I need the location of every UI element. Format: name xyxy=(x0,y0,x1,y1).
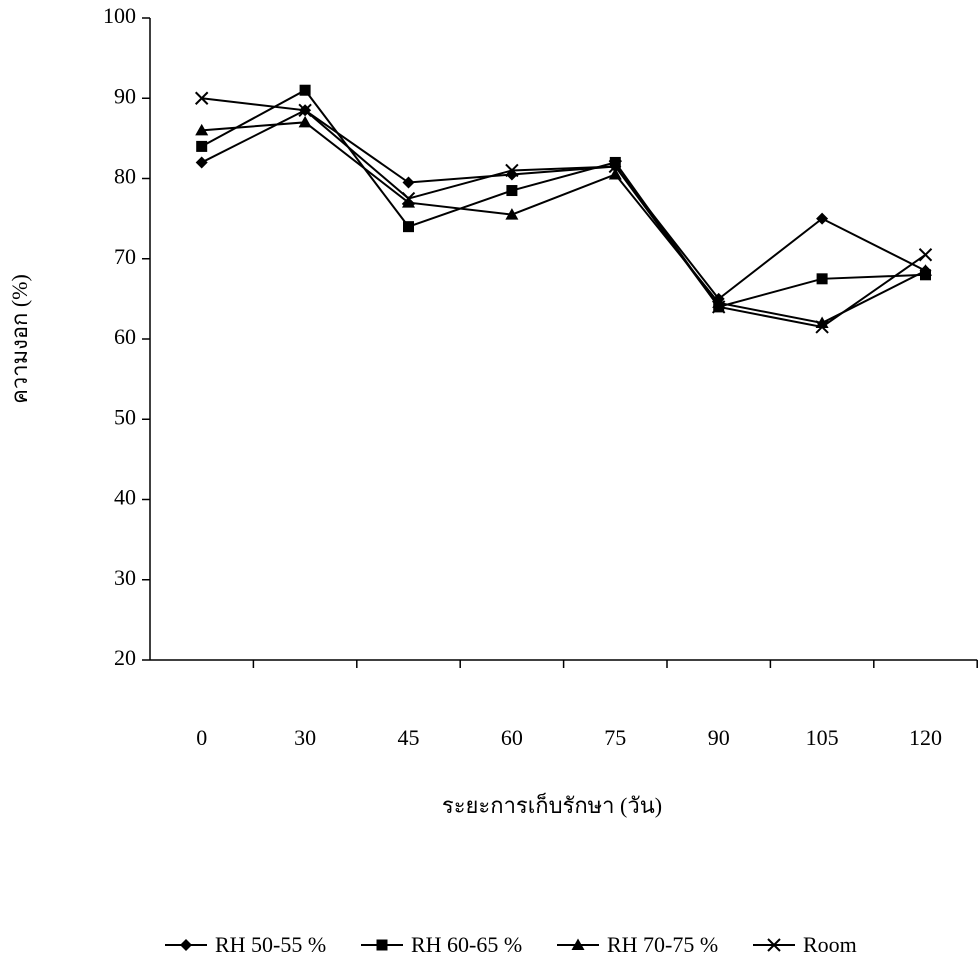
marker xyxy=(180,939,192,951)
marker xyxy=(506,185,517,196)
legend-label: RH 70-75 % xyxy=(607,932,718,957)
marker xyxy=(196,156,208,168)
y-tick-label: 90 xyxy=(114,83,136,108)
y-tick-label: 30 xyxy=(114,565,136,590)
chart: ความงอก (%) ระยะการเก็บรักษา (วัน) 20 30 4… xyxy=(0,0,978,965)
marker xyxy=(300,85,311,96)
y-tick-label: 50 xyxy=(114,404,136,429)
y-tick-label: 60 xyxy=(114,324,136,349)
legend-label: RH 50-55 % xyxy=(215,932,326,957)
x-tick-label: 45 xyxy=(398,725,420,750)
x-tick-label: 75 xyxy=(604,725,626,750)
marker xyxy=(920,249,932,261)
y-tick-label: 70 xyxy=(114,244,136,269)
legend-label: Room xyxy=(803,932,857,957)
marker xyxy=(299,116,312,128)
y-tick-label: 20 xyxy=(114,645,136,670)
x-axis-label: ระยะการเก็บรักษา (วัน) xyxy=(442,791,662,818)
x-tick-label: 90 xyxy=(708,725,730,750)
marker xyxy=(196,141,207,152)
y-tick-label: 100 xyxy=(103,3,136,28)
marker xyxy=(403,177,415,189)
y-tick-label: 40 xyxy=(114,485,136,510)
x-tick-label: 60 xyxy=(501,725,523,750)
marker xyxy=(377,940,388,951)
legend-label: RH 60-65 % xyxy=(411,932,522,957)
x-tick-label: 0 xyxy=(196,725,207,750)
series-line xyxy=(202,110,926,299)
x-tick-label: 120 xyxy=(909,725,942,750)
marker xyxy=(817,273,828,284)
y-tick-label: 80 xyxy=(114,164,136,189)
x-tick-label: 30 xyxy=(294,725,316,750)
x-tick-label: 105 xyxy=(806,725,839,750)
series-line xyxy=(202,98,926,327)
y-axis-label: ความงอก (%) xyxy=(7,274,32,404)
marker xyxy=(403,221,414,232)
